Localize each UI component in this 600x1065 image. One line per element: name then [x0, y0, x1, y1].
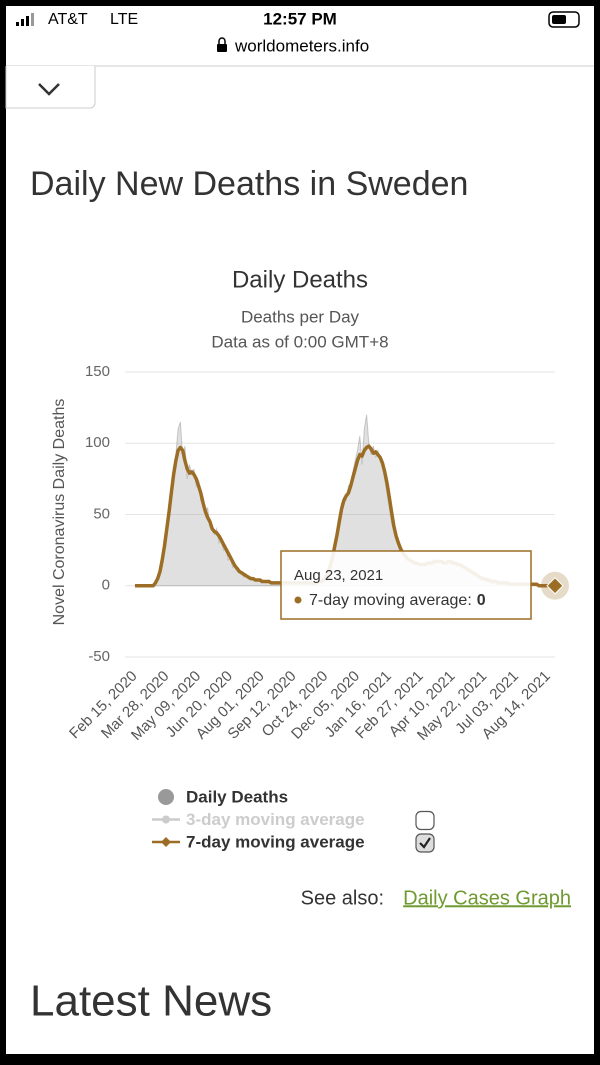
check-mark [419, 837, 431, 849]
chart-subtitle: Deaths per Day [241, 307, 360, 326]
y-tick-label: 0 [102, 577, 110, 594]
menu-tab[interactable] [5, 66, 96, 109]
section-heading: Latest News [30, 977, 272, 1026]
clock: 12:57 PM [263, 9, 337, 28]
legend-label[interactable]: 3-day moving average [186, 810, 365, 829]
chart-title: Daily Deaths [232, 266, 368, 293]
network: LTE [110, 11, 138, 28]
tooltip-value: 0 [477, 592, 486, 609]
y-tick-label: 50 [93, 505, 110, 522]
page-heading: Daily New Deaths in Sweden [30, 165, 468, 203]
carrier: AT&T [48, 11, 88, 28]
signal-bar [21, 19, 24, 26]
battery-level [552, 15, 566, 24]
see-also: See also: [301, 887, 384, 909]
lock-shackle [218, 37, 226, 44]
signal-bar [26, 16, 29, 26]
legend-marker [162, 815, 170, 824]
y-axis-label: Novel Coronavirus Daily Deaths [51, 399, 68, 626]
status-bar: AT&T LTE 12:57 PM worldometers.info [6, 9, 594, 67]
legend-checkbox[interactable] [415, 810, 435, 831]
legend-marker [158, 789, 174, 805]
tooltip-label: 7-day moving average: [309, 592, 472, 609]
lock-icon [217, 44, 227, 52]
legend-label[interactable]: Daily Deaths [186, 787, 288, 806]
battery [548, 11, 580, 28]
signal-bar [16, 22, 19, 26]
legend-label[interactable]: 7-day moving average [186, 832, 365, 851]
y-tick-label: -50 [88, 648, 110, 665]
menu-toggle[interactable] [5, 66, 96, 109]
url: worldometers.info [234, 36, 369, 55]
tooltip-dot [294, 596, 302, 604]
legend-checkbox[interactable] [415, 833, 435, 853]
hover-marker [546, 577, 564, 595]
viewport [6, 6, 594, 1054]
y-tick-label: 100 [85, 434, 110, 451]
chart-subtitle: Data as of 0:00 GMT+8 [211, 332, 388, 351]
y-tick-label: 150 [85, 363, 110, 380]
legend-marker [161, 837, 171, 847]
chevron[interactable] [38, 83, 60, 96]
tooltip-date: Aug 23, 2021 [294, 567, 383, 584]
tooltip-box [280, 550, 532, 620]
cases-link[interactable]: Daily Cases Graph [403, 887, 571, 909]
tooltip-text: 7-day moving average: 0 [309, 592, 486, 609]
signal-bar [31, 13, 34, 26]
